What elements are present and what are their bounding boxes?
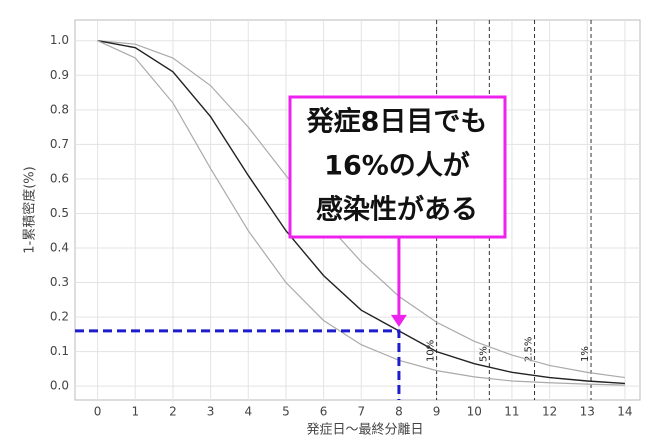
- annotation-text: 16%の人が: [324, 150, 470, 182]
- x-tick-label: 14: [617, 405, 632, 419]
- x-tick-label: 8: [395, 405, 403, 419]
- x-tick-label: 0: [94, 405, 102, 419]
- x-tick-label: 7: [357, 405, 365, 419]
- x-tick-label: 2: [169, 405, 177, 419]
- y-tick-label: 0.8: [50, 102, 69, 116]
- annotation-text: 発症8日目でも: [306, 107, 488, 138]
- y-tick-label: 0.5: [50, 206, 69, 220]
- threshold-label: 2.5%: [524, 337, 535, 362]
- y-tick-label: 1.0: [50, 33, 69, 47]
- x-tick-label: 10: [467, 405, 482, 419]
- x-tick-label: 6: [320, 405, 328, 419]
- highlight-guide: [75, 329, 401, 400]
- series-line: [97, 40, 626, 379]
- x-tick-label: 4: [244, 405, 252, 419]
- annotation-box: [288, 95, 507, 239]
- threshold-label: 1%: [580, 346, 591, 362]
- annotation-text: 感染性がある: [316, 194, 478, 226]
- y-tick-label: 0.6: [50, 171, 69, 185]
- x-tick-label: 3: [207, 405, 215, 419]
- threshold-label: 10%: [426, 340, 437, 362]
- y-tick-label: 0.4: [50, 241, 69, 255]
- x-tick-label: 13: [580, 405, 595, 419]
- y-tick-label: 0.2: [50, 310, 69, 324]
- y-tick-label: 0.7: [50, 137, 69, 151]
- x-tick-label: 12: [542, 405, 557, 419]
- threshold-label: 5%: [478, 346, 489, 362]
- x-tick-label: 5: [282, 405, 290, 419]
- y-tick-label: 0.3: [50, 275, 69, 289]
- x-tick-label: 11: [504, 405, 519, 419]
- x-axis-label: 発症日〜最終分離日: [306, 422, 423, 438]
- x-tick-label: 1: [131, 405, 139, 419]
- series-line: [97, 40, 625, 385]
- series-line: [97, 40, 625, 386]
- y-tick-label: 0.1: [50, 344, 69, 358]
- y-tick-label: 0.0: [50, 379, 69, 393]
- y-axis-label: 1-累積密度(%): [22, 166, 38, 253]
- y-tick-label: 0.9: [50, 68, 69, 82]
- annotation-arrowhead: [390, 314, 407, 327]
- x-tick-label: 9: [433, 405, 441, 419]
